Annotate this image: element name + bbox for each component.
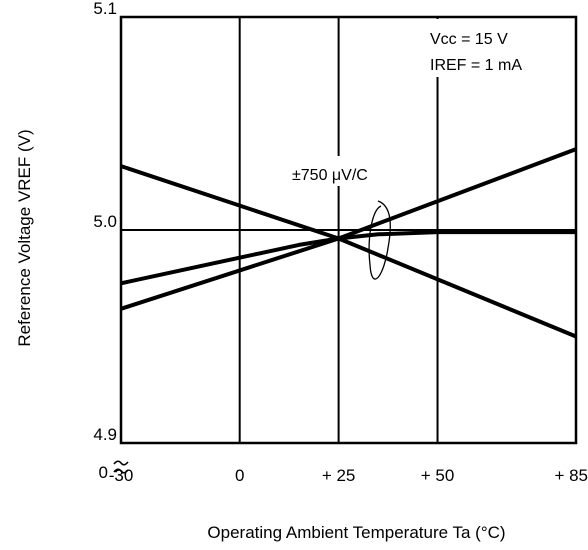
series-line-3 (120, 230, 576, 286)
axis-break-icon (113, 460, 129, 474)
x-tick-label: + 25 (322, 466, 356, 485)
conditions-box (424, 19, 574, 77)
y-tick-label: 5.0 (93, 212, 117, 231)
series-group (120, 147, 577, 339)
condition-vcc: Vcc = 15 V (430, 31, 508, 48)
y-break-label: 0 (99, 463, 108, 482)
x-tick-label: + 85 (554, 466, 588, 485)
grid-lines (121, 17, 576, 443)
annotation-box (290, 156, 402, 186)
y-axis-label: Reference Voltage VREF (V) (15, 129, 34, 346)
condition-iref: IREF = 1 mA (430, 57, 522, 74)
y-tick-label: 4.9 (93, 425, 117, 444)
plot-frame (119, 15, 578, 445)
series-line-1 (120, 164, 577, 339)
annotation-loop (368, 200, 391, 280)
x-axis-label: Operating Ambient Temperature Ta (°C) (207, 523, 505, 542)
x-tick-label: -30 (109, 466, 134, 485)
x-tick-label: + 50 (421, 466, 455, 485)
y-tick-label: 5.1 (93, 0, 117, 18)
x-tick-label: 0 (235, 466, 244, 485)
slope-annotation: ±750 μV/C (292, 167, 368, 184)
tick-labels: -30 0 + 25 + 50 + 854.95.05.1 (93, 0, 588, 485)
